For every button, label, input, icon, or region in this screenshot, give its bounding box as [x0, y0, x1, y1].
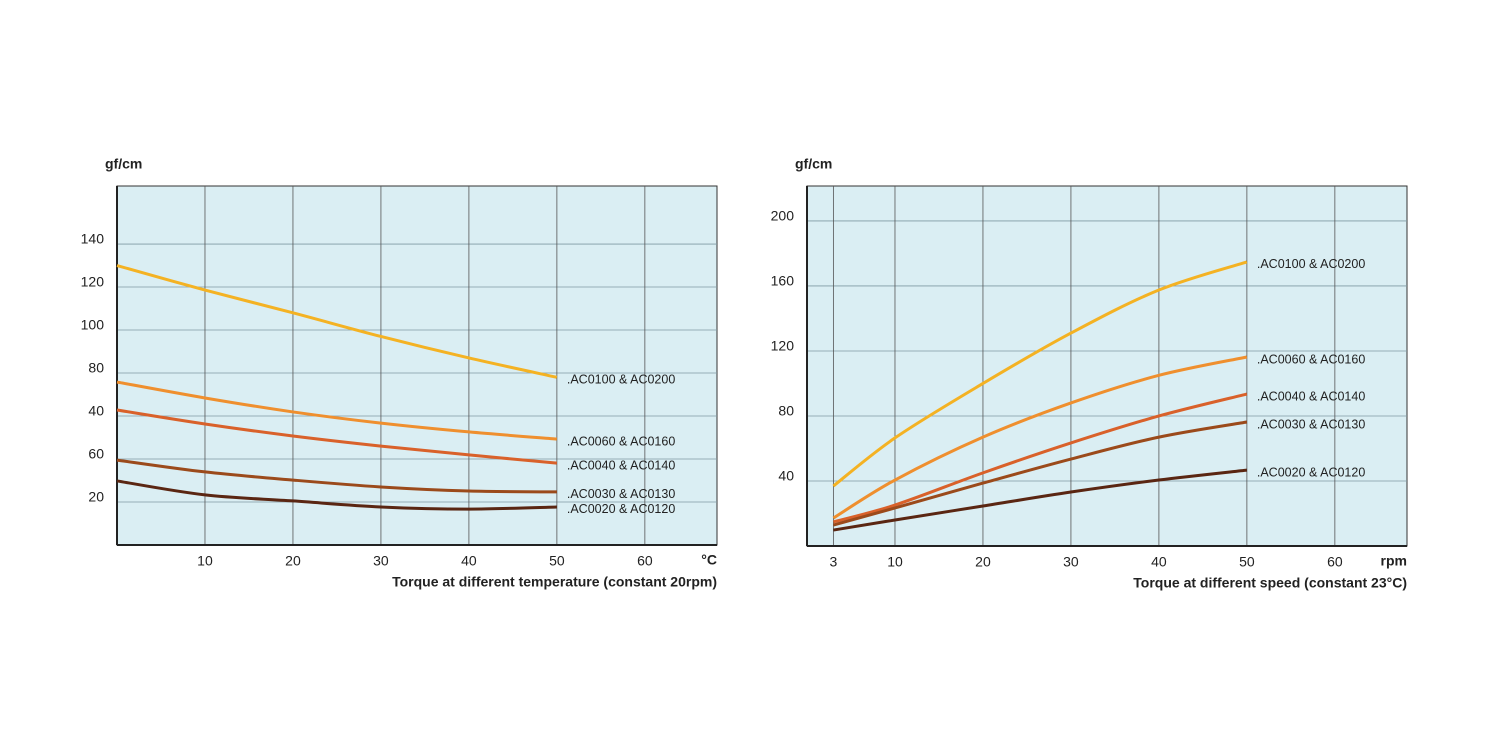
plot-area	[116, 185, 718, 546]
y-tick-label: 160	[771, 273, 795, 289]
series-label: .AC0100 & AC0200	[567, 373, 675, 387]
x-tick-label: 20	[285, 553, 301, 569]
x-tick-label: 30	[1063, 554, 1079, 570]
x-axis-label: °C	[701, 552, 717, 568]
x-tick-label: 60	[637, 553, 653, 569]
x-tick-label: 3	[829, 554, 837, 570]
y-tick-label: 120	[771, 338, 795, 354]
y-tick-label: 80	[778, 403, 794, 419]
y-tick-label: 60	[88, 446, 104, 462]
y-tick-label: 120	[81, 274, 105, 290]
series-line	[116, 479, 557, 511]
x-tick-label: 50	[1239, 554, 1255, 570]
series-label: .AC0020 & AC0120	[1257, 465, 1365, 479]
series-label: .AC0030 & AC0130	[1257, 417, 1365, 431]
series-line	[833, 468, 1248, 532]
y-tick-label: 200	[771, 208, 795, 224]
y-axis-label: gf/cm	[105, 156, 142, 172]
x-tick-label: 60	[1327, 554, 1343, 570]
series-line	[832, 392, 1248, 524]
series-line	[116, 264, 558, 379]
series-label: .AC0030 & AC0130	[567, 487, 675, 501]
x-tick-label: 30	[373, 553, 389, 569]
series-line	[832, 260, 1248, 488]
series-line	[832, 355, 1248, 520]
series-line	[116, 380, 558, 441]
y-tick-label: 40	[778, 468, 794, 484]
series-label: .AC0060 & AC0160	[567, 434, 675, 448]
series-label: .AC0100 & AC0200	[1257, 257, 1365, 271]
chart-title: Torque at different temperature (constan…	[392, 574, 717, 590]
series-line	[116, 408, 558, 465]
y-tick-label: 40	[88, 403, 104, 419]
series-line	[832, 420, 1248, 527]
x-tick-label: 10	[887, 554, 903, 570]
series-line	[116, 458, 557, 494]
y-axis-label: gf/cm	[795, 156, 832, 172]
series-label: .AC0040 & AC0140	[567, 458, 675, 472]
x-tick-label: 40	[461, 553, 477, 569]
series-label: .AC0020 & AC0120	[567, 502, 675, 516]
series-label: .AC0040 & AC0140	[1257, 389, 1365, 403]
y-tick-label: 140	[81, 231, 105, 247]
y-tick-label: 100	[81, 317, 105, 333]
x-axis-label: rpm	[1381, 553, 1407, 569]
x-tick-label: 10	[197, 553, 213, 569]
y-tick-label: 80	[88, 360, 104, 376]
x-tick-label: 50	[549, 553, 565, 569]
x-tick-label: 40	[1151, 554, 1167, 570]
y-tick-label: 20	[88, 489, 104, 505]
chart-title: Torque at different speed (constant 23°C…	[1133, 575, 1407, 591]
series-label: .AC0060 & AC0160	[1257, 352, 1365, 366]
x-tick-label: 20	[975, 554, 991, 570]
